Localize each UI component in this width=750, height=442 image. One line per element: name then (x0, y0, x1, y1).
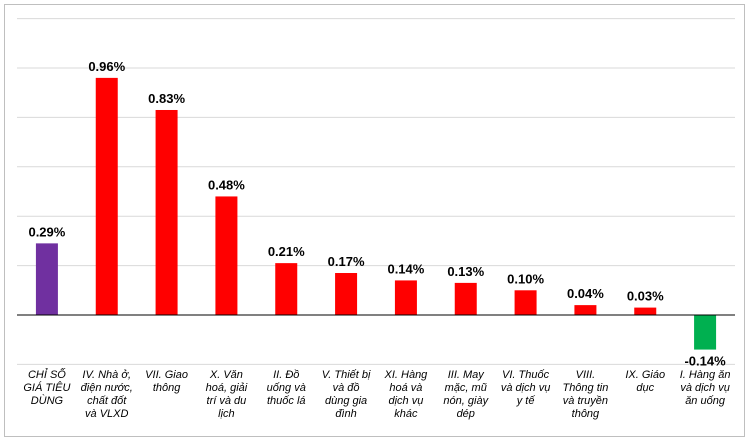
bar-value-label: 0.48% (208, 177, 245, 192)
bar (155, 109, 178, 316)
bar (275, 263, 298, 315)
category-label: II. Đồ uống và thuốc lá (267, 369, 306, 407)
grid-layer (17, 18, 735, 365)
category-label: IX. Giáo dục (625, 369, 665, 394)
chart-frame: 0.29% 0.96% 0.83% 0.48% 0.21% 0.17% 0.14% 0.13%… (4, 4, 745, 437)
bar (215, 196, 238, 315)
category-label: XI. Hàng hoá và dịch vụ khác (384, 369, 429, 420)
bar-value-label: 0.96% (88, 59, 125, 74)
category-label: IV. Nhà ở, điện nước, chất đốt và VLXD (81, 369, 133, 420)
bar-value-label: 0.21% (268, 244, 305, 259)
category-label: VII. Giao thông (145, 369, 188, 394)
category-label: CHỈ SỐ GIÁ TIÊU DÙNG (23, 368, 70, 407)
bar (35, 243, 58, 315)
bar-value-label: 0.13% (447, 264, 484, 279)
category-label: V. Thiết bị và đồ dùng gia đình (322, 369, 371, 420)
category-label: I. Hàng ăn và dịch vụ ăn uống (680, 369, 731, 407)
bar (454, 282, 477, 315)
bar (335, 273, 358, 315)
bar (95, 77, 118, 315)
bar-value-label: 0.03% (627, 289, 664, 304)
category-label: VI. Thuốc và dịch vụ y tế (501, 369, 551, 407)
bar-value-label: -0.14% (684, 354, 726, 369)
category-label: VIII. Thông tin và truyền thông (562, 369, 608, 420)
category-label-layer: CHỈ SỐ GIÁ TIÊU DÙNG IV. Nhà ở, điện nước, ch… (23, 368, 730, 420)
bar (634, 307, 657, 315)
bar (574, 305, 597, 315)
bar-value-label: 0.14% (387, 261, 424, 276)
bar (514, 290, 537, 315)
bar-value-label: 0.04% (567, 286, 604, 301)
bar-value-label: 0.83% (148, 91, 185, 106)
bar-chart: 0.29% 0.96% 0.83% 0.48% 0.21% 0.17% 0.14% 0.13%… (17, 18, 735, 420)
category-label: X. Văn hoá, giải trí và du lịch (206, 369, 248, 420)
value-label-layer: 0.29% 0.96% 0.83% 0.48% 0.21% 0.17% 0.14% 0.13%… (28, 59, 726, 369)
bar-layer (35, 77, 717, 350)
bar (694, 315, 717, 350)
bar (394, 280, 417, 315)
bar-value-label: 0.17% (328, 254, 365, 269)
bar-value-label: 0.29% (28, 224, 65, 239)
category-label: III. May mặc, mũ nón, giày dép (443, 369, 489, 420)
bar-value-label: 0.10% (507, 271, 544, 286)
